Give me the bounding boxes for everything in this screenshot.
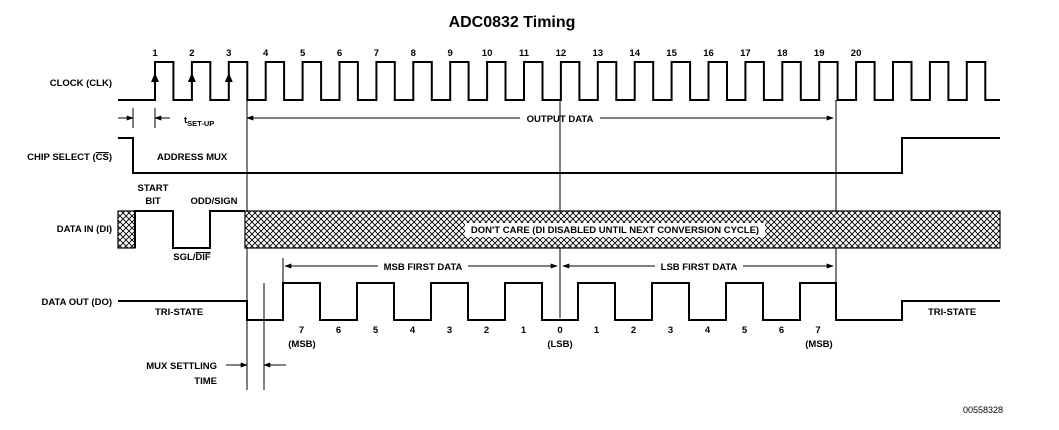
label-data-out: DATA OUT (DO) <box>41 297 112 308</box>
label-chip-select: CHIP SELECT (CS) <box>27 152 112 163</box>
sgl-dif-label: SGL/DIF <box>173 252 211 263</box>
diagram-title: ADC0832 Timing <box>449 14 576 31</box>
msb-right-label: (MSB) <box>805 339 832 350</box>
sgl-label: SGL/ <box>173 252 196 263</box>
data-out-bit-9: 2 <box>631 325 636 336</box>
data-out-bit-12: 5 <box>742 325 748 336</box>
start-bit-label-start: START <box>138 183 169 194</box>
clock-number-7: 7 <box>374 48 379 59</box>
clock-number-18: 18 <box>777 48 788 59</box>
clock-number-3: 3 <box>226 48 231 59</box>
data-out-bit-4: 3 <box>447 325 452 336</box>
clock-numbers: 1 2 3 4 5 6 7 8 9 10 11 12 13 14 15 16 17 18 19 20 <box>152 48 861 59</box>
msb-left-label: (MSB) <box>288 339 315 350</box>
data-in-waveform <box>134 210 245 249</box>
msb-first-label: MSB FIRST DATA <box>384 262 463 273</box>
tri-state-right-label: TRI-STATE <box>928 307 976 318</box>
rising-edge-arrow-1 <box>151 73 159 82</box>
clock-number-15: 15 <box>666 48 677 59</box>
label-clock: CLOCK (CLK) <box>50 78 112 89</box>
clock-number-12: 12 <box>556 48 567 59</box>
label-cs-prefix: CHIP SELECT ( <box>27 152 96 163</box>
clock-number-8: 8 <box>411 48 416 59</box>
data-out-bit-3: 4 <box>410 325 416 336</box>
clock-number-5: 5 <box>300 48 306 59</box>
data-out-bit-11: 4 <box>705 325 711 336</box>
clock-waveform <box>118 61 1000 101</box>
mux-settling-label-2: TIME <box>194 376 217 387</box>
dif-label: DIF <box>195 252 211 263</box>
odd-sign-label: ODD/SIGN <box>191 196 238 207</box>
clock-number-17: 17 <box>740 48 751 59</box>
start-bit-label-bit: BIT <box>145 196 161 207</box>
data-out-bit-10: 3 <box>668 325 673 336</box>
data-out-bit-1: 6 <box>336 325 341 336</box>
clock-rising-edge-arrows <box>151 73 233 82</box>
clock-number-14: 14 <box>629 48 640 59</box>
data-out-bit-6: 1 <box>521 325 527 336</box>
data-out-bit-14: 7 <box>815 325 820 336</box>
data-out-waveform <box>118 282 1000 321</box>
data-out-bit-2: 5 <box>373 325 379 336</box>
address-mux-label: ADDRESS MUX <box>157 152 228 163</box>
mux-settling-label-1: MUX SETTLING <box>146 361 217 372</box>
label-data-in: DATA IN (DI) <box>57 224 112 235</box>
clock-number-9: 9 <box>448 48 453 59</box>
clock-number-20: 20 <box>851 48 862 59</box>
dont-care-label: DON'T CARE (DI DISABLED UNTIL NEXT CONVE… <box>471 225 759 236</box>
clock-number-13: 13 <box>593 48 604 59</box>
rising-edge-arrow-3 <box>224 73 233 82</box>
tri-state-left-label: TRI-STATE <box>155 307 203 318</box>
tsetup-label: tSET-UP <box>184 115 214 128</box>
data-out-bit-7: 0 <box>557 325 562 336</box>
clock-number-2: 2 <box>189 48 194 59</box>
clock-number-10: 10 <box>482 48 493 59</box>
clock-number-16: 16 <box>703 48 714 59</box>
data-out-bit-5: 2 <box>484 325 489 336</box>
chip-select-waveform <box>118 137 1000 174</box>
data-out-bit-labels: 7 6 5 4 3 2 1 0 1 2 3 4 5 6 7 <box>299 325 821 336</box>
lsb-mid-label: (LSB) <box>547 339 572 350</box>
lsb-first-label: LSB FIRST DATA <box>661 262 738 273</box>
clock-number-19: 19 <box>814 48 825 59</box>
tsetup-subscript: SET-UP <box>187 119 214 128</box>
data-out-bit-13: 6 <box>779 325 784 336</box>
figure-id: 00558328 <box>963 405 1003 415</box>
dont-care-label-bg <box>465 223 765 237</box>
rising-edge-arrow-2 <box>187 73 196 82</box>
clock-number-6: 6 <box>337 48 342 59</box>
clock-number-11: 11 <box>519 48 530 59</box>
data-out-bit-8: 1 <box>594 325 600 336</box>
label-cs-bar: CS <box>96 152 109 163</box>
data-out-bit-0: 7 <box>299 325 304 336</box>
clock-number-4: 4 <box>263 48 269 59</box>
label-cs-suffix: ) <box>109 152 112 163</box>
clock-number-1: 1 <box>152 48 158 59</box>
data-in-dont-care-left <box>117 210 136 249</box>
tsetup-t: t <box>184 115 188 126</box>
